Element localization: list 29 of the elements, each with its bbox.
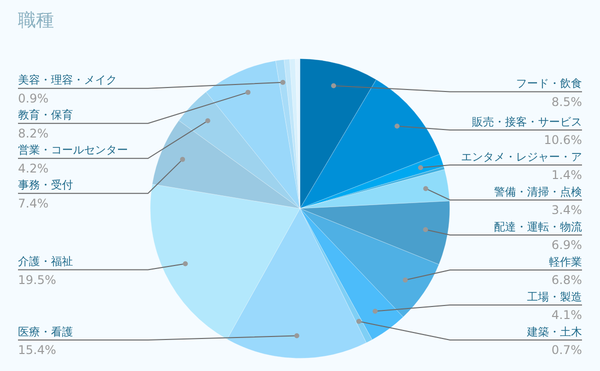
slice-label: 教育・保育 [18,108,73,122]
slice-label: 軽作業 [549,255,582,268]
data-label: 4.1% [552,308,582,322]
data-label: 10.6% [544,133,582,148]
data-label: 19.5% [18,272,56,287]
data-label: 6.9% [552,238,582,252]
slice-label: 医療・看護 [18,325,73,338]
slice-label: 事務・受付 [18,178,73,192]
data-label: 8.5% [552,94,582,109]
data-label: 4.2% [18,161,48,176]
slice-label: フード・飲食 [516,77,582,90]
chart-title: 職種 [18,9,54,32]
data-label: 7.4% [18,196,48,210]
data-label: 6.8% [552,273,582,288]
data-label: 15.4% [18,343,56,358]
slice-label: エンタメ・レジャー・ア [461,150,582,164]
slice-label: 警備・清掃・点検 [494,185,582,198]
data-label: 0.7% [552,343,582,358]
data-label: 0.9% [18,91,48,106]
data-label: 1.4% [552,168,582,182]
data-label: 8.2% [18,126,48,140]
slice-label: 美容・理容・メイク [18,74,117,87]
slice-label: 建築・土木 [526,325,582,338]
slice-label: 販売・接客・サービス [472,115,582,128]
slice-label: 営業・コールセンター [18,144,128,157]
data-label: 3.4% [552,203,582,218]
slice-label: 工場・製造 [527,290,582,304]
slice-label: 配達・運転・物流 [494,220,582,234]
slice-label: 介護・福祉 [18,255,73,268]
